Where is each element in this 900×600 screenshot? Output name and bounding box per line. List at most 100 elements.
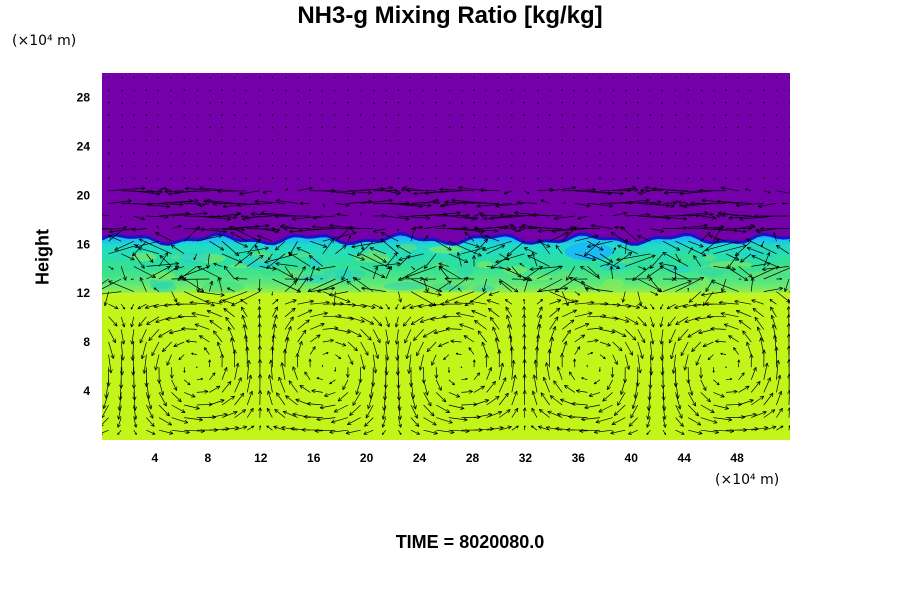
velocity-arrow <box>624 341 634 356</box>
velocity-arrow <box>360 266 386 278</box>
velocity-arrow <box>398 417 402 428</box>
velocity-arrow <box>373 102 376 104</box>
velocity-arrow <box>746 238 777 255</box>
velocity-arrow <box>498 392 509 406</box>
velocity-arrow <box>536 165 539 167</box>
velocity-arrow <box>448 177 451 180</box>
velocity-arrow <box>713 404 729 410</box>
velocity-arrow <box>599 114 601 116</box>
velocity-arrow <box>431 354 437 366</box>
velocity-arrow <box>545 425 563 431</box>
velocity-arrow <box>674 177 676 180</box>
velocity-arrow <box>221 76 223 79</box>
velocity-arrow <box>183 152 185 154</box>
velocity-arrow <box>337 392 349 402</box>
velocity-arrow <box>309 139 311 142</box>
velocity-arrow <box>106 367 111 387</box>
velocity-arrow <box>464 231 475 242</box>
velocity-arrow <box>448 240 482 257</box>
velocity-arrow <box>145 152 148 154</box>
velocity-arrow <box>121 253 135 261</box>
velocity-arrow <box>775 152 778 154</box>
velocity-arrow <box>572 102 575 104</box>
velocity-arrow <box>102 278 109 285</box>
velocity-arrow <box>687 177 689 179</box>
velocity-arrow <box>239 190 260 196</box>
velocity-arrow <box>430 316 449 321</box>
velocity-arrow <box>273 425 286 431</box>
velocity-arrow <box>614 225 626 230</box>
velocity-arrow <box>409 139 412 141</box>
velocity-arrow <box>397 89 400 91</box>
velocity-arrow <box>404 329 412 344</box>
velocity-arrow <box>422 139 424 141</box>
velocity-arrow <box>561 341 568 355</box>
velocity-arrow <box>788 291 790 293</box>
velocity-arrow <box>551 228 588 234</box>
velocity-arrow <box>347 329 362 337</box>
velocity-arrow <box>171 211 208 217</box>
velocity-arrow <box>441 203 462 208</box>
velocity-arrow <box>435 76 437 79</box>
velocity-arrow <box>373 114 376 116</box>
velocity-arrow <box>196 126 199 129</box>
velocity-arrow <box>416 341 424 357</box>
velocity-arrow <box>479 213 500 218</box>
velocity-arrow <box>625 114 627 116</box>
velocity-arrow <box>700 102 703 104</box>
velocity-arrow <box>203 199 223 204</box>
velocity-arrow <box>133 177 136 180</box>
velocity-arrow <box>284 139 287 141</box>
velocity-arrow <box>321 139 323 141</box>
velocity-arrow <box>585 139 588 141</box>
velocity-arrow <box>715 339 727 344</box>
velocity-arrow <box>266 407 273 418</box>
velocity-arrow <box>473 152 475 154</box>
velocity-arrow <box>258 89 261 92</box>
velocity-arrow <box>549 316 559 330</box>
velocity-arrow <box>787 407 790 418</box>
velocity-arrow <box>687 114 689 116</box>
velocity-arrow <box>347 164 349 167</box>
velocity-arrow <box>675 223 708 229</box>
velocity-arrow <box>577 215 588 220</box>
velocity-arrow <box>612 89 615 92</box>
velocity-arrow <box>132 392 138 411</box>
velocity-arrow <box>674 152 677 154</box>
velocity-arrow <box>504 190 512 195</box>
velocity-arrow <box>461 177 464 180</box>
velocity-arrow <box>132 227 147 232</box>
velocity-arrow <box>156 225 160 229</box>
velocity-arrow <box>498 409 511 418</box>
velocity-arrow <box>667 316 676 327</box>
velocity-arrow <box>138 238 172 255</box>
velocity-arrow <box>536 89 539 92</box>
velocity-arrow <box>751 254 777 267</box>
velocity-arrow <box>284 114 287 116</box>
velocity-arrow <box>133 165 136 167</box>
velocity-arrow <box>695 354 702 366</box>
lower-layer-fill <box>102 293 790 440</box>
velocity-arrow <box>385 101 387 104</box>
velocity-arrow <box>163 187 172 192</box>
velocity-arrow <box>621 291 626 303</box>
velocity-arrow <box>311 224 349 229</box>
velocity-arrow <box>347 152 349 154</box>
velocity-arrow <box>549 165 552 167</box>
velocity-arrow <box>133 76 135 79</box>
velocity-arrow <box>199 186 235 192</box>
velocity-arrow <box>209 89 212 92</box>
velocity-arrow <box>625 77 628 79</box>
velocity-arrow <box>444 291 475 304</box>
velocity-arrow <box>335 190 373 195</box>
velocity-arrow <box>260 211 298 217</box>
velocity-arrow <box>231 291 260 307</box>
velocity-arrow <box>686 367 691 384</box>
velocity-arrow <box>553 215 575 221</box>
velocity-arrow <box>553 380 563 393</box>
velocity-arrow <box>687 329 701 338</box>
velocity-arrow <box>169 89 172 92</box>
velocity-arrow <box>398 190 402 194</box>
velocity-arrow <box>234 377 242 393</box>
